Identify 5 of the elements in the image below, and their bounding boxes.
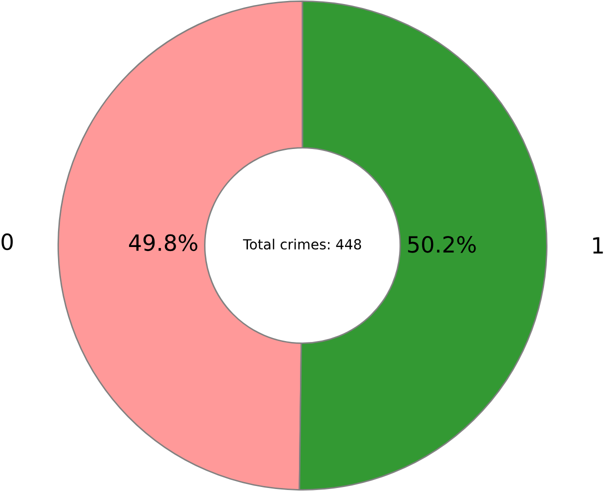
slice-label: 1 [593, 237, 603, 254]
text: Total crimes: 448 [242, 238, 362, 250]
data-label: 50.2% [408, 236, 476, 253]
slice-label: 0 [2, 233, 13, 250]
data-label: 49.8% [129, 234, 198, 252]
